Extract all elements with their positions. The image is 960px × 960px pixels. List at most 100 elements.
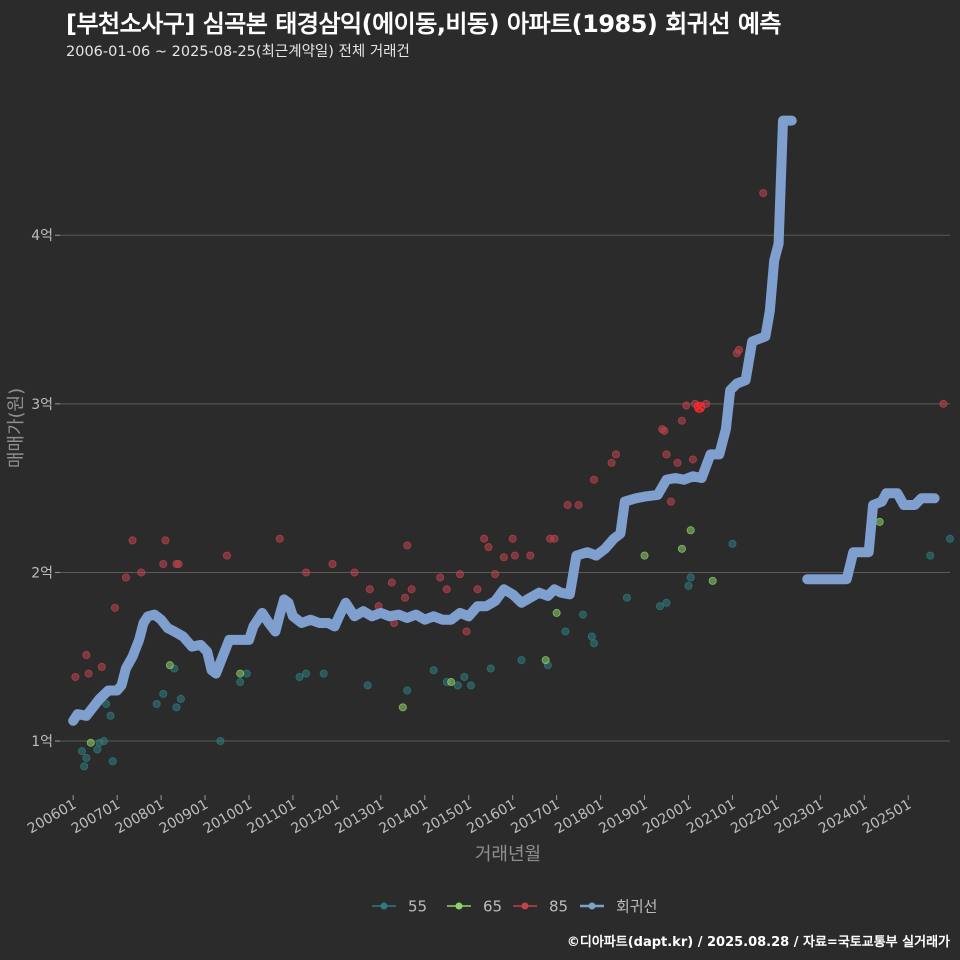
data-point-85 (526, 551, 535, 560)
data-point-85 (328, 560, 337, 569)
data-point-55 (429, 666, 438, 675)
data-point-85 (660, 426, 669, 435)
y-tick-label: 4억 (31, 228, 53, 244)
data-point-55 (926, 551, 935, 560)
regression-line (68, 115, 797, 726)
legend: 55 65 85 회귀선 (372, 898, 657, 916)
legend-label: 65 (483, 898, 502, 916)
data-point-85 (137, 568, 146, 577)
data-point-85 (82, 651, 91, 660)
data-point-85 (161, 536, 170, 545)
x-tick-label: 202301 (772, 797, 826, 838)
data-point-55 (728, 539, 737, 548)
data-point-85 (673, 458, 682, 467)
data-point-85 (563, 500, 572, 509)
legend-item-회귀선: 회귀선 (580, 898, 657, 916)
data-point-85 (97, 662, 106, 671)
data-point-85 (365, 585, 374, 594)
data-point-55 (102, 699, 111, 708)
x-tick-label: 201501 (420, 797, 474, 838)
data-point-55 (684, 581, 693, 590)
data-point-55 (93, 745, 102, 754)
data-point-85 (223, 551, 232, 560)
data-point-55 (159, 689, 168, 698)
data-point-55 (579, 610, 588, 619)
x-tick-label: 201301 (333, 797, 387, 838)
legend-item-55: 55 (372, 898, 427, 916)
data-point-55 (662, 598, 671, 607)
grid-lines (60, 234, 950, 742)
x-tick-label: 201701 (508, 797, 562, 838)
data-point-85 (607, 458, 616, 467)
data-point-85 (403, 541, 412, 550)
data-point-85 (688, 455, 697, 464)
chart-footer: ©디아파트(dapt.kr) / 2025.08.28 / 자료=국토교통부 실… (566, 935, 950, 950)
data-point-85 (302, 568, 311, 577)
data-point-55 (106, 711, 115, 720)
data-point-55 (319, 669, 328, 678)
data-point-65 (708, 576, 717, 585)
legend-swatch-dot (380, 902, 388, 910)
legend-swatch-dot (521, 902, 529, 910)
data-point-85 (508, 534, 517, 543)
x-tick-label: 200701 (69, 797, 123, 838)
data-point-85 (662, 450, 671, 459)
data-point-65 (236, 669, 245, 678)
data-point-85 (735, 345, 744, 354)
data-point-85 (128, 536, 137, 545)
data-point-85 (759, 189, 768, 198)
data-point-55 (242, 669, 251, 678)
x-tick-label: 202101 (684, 797, 738, 838)
x-tick-label: 201901 (596, 797, 650, 838)
data-point-55 (946, 534, 955, 543)
x-axis-ticks: 2006012007012008012009012010012011012012… (25, 795, 914, 837)
data-point-55 (363, 681, 372, 690)
chart-title: [부천소사구] 심곡본 태경삼익(에이동,비동) 아파트(1985) 회귀선 예… (66, 10, 782, 38)
x-tick-label: 200801 (113, 797, 167, 838)
data-point-85 (510, 551, 519, 560)
data-point-85 (407, 585, 416, 594)
data-point-55 (655, 602, 664, 611)
data-point-85 (401, 593, 410, 602)
data-point-85 (275, 534, 284, 543)
data-point-55 (302, 669, 311, 678)
data-point-65 (447, 678, 456, 687)
highlight-cross (694, 402, 705, 412)
data-point-55 (176, 694, 185, 703)
data-point-55 (403, 686, 412, 695)
data-point-55 (108, 757, 117, 766)
data-point-85 (442, 585, 451, 594)
chart-subtitle: 2006-01-06 ~ 2025-08-25(최근계약일) 전체 거래건 (66, 44, 410, 60)
y-tick-label: 1억 (31, 734, 53, 750)
data-point-55 (466, 681, 475, 690)
data-point-65 (677, 544, 686, 553)
data-point-85 (455, 570, 464, 579)
data-point-65 (541, 656, 550, 665)
data-point-65 (398, 703, 407, 712)
data-point-85 (84, 669, 93, 678)
data-point-85 (499, 553, 508, 562)
data-point-85 (491, 570, 500, 579)
data-point-85 (666, 497, 675, 506)
data-point-55 (236, 678, 245, 687)
data-point-85 (939, 399, 948, 408)
data-point-55 (486, 664, 495, 673)
data-point-85 (436, 573, 445, 582)
y-tick-label: 3억 (31, 397, 53, 413)
data-point-55 (216, 737, 225, 746)
data-point-85 (159, 560, 168, 569)
data-point-55 (686, 573, 695, 582)
data-point-55 (77, 747, 86, 756)
y-axis-title: 매매가(원) (6, 388, 27, 468)
x-tick-label: 202501 (860, 797, 914, 838)
data-point-85 (574, 500, 583, 509)
y-tick-label: 2억 (31, 565, 53, 581)
x-tick-label: 201001 (201, 797, 255, 838)
data-point-55 (460, 672, 469, 681)
data-point-85 (473, 585, 482, 594)
data-point-55 (99, 737, 108, 746)
data-point-85 (611, 450, 620, 459)
legend-swatch-dot (455, 902, 463, 910)
highlight-marker (693, 401, 705, 413)
